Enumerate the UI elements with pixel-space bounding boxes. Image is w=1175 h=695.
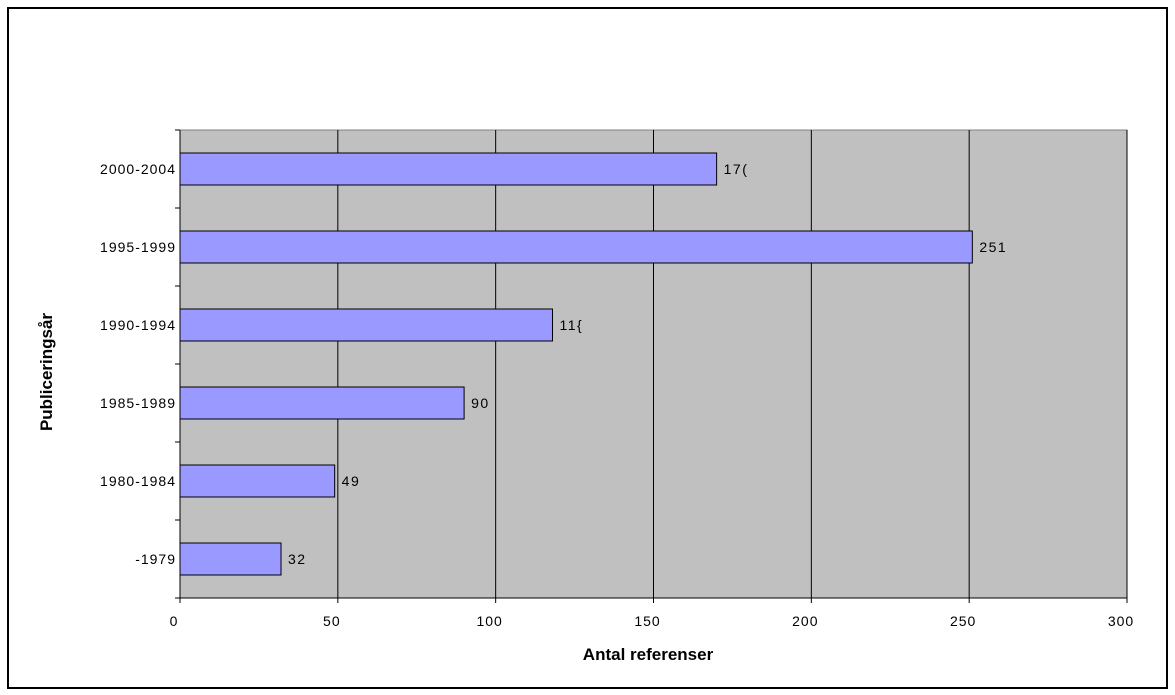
gridlines	[337, 130, 1128, 598]
bar	[179, 152, 718, 186]
bar	[179, 386, 465, 420]
x-axis	[179, 597, 1128, 603]
data-label: 32	[288, 551, 307, 567]
bar	[179, 542, 282, 576]
y-tick-label: 1980-1984	[100, 473, 176, 489]
y-tick-label: 1985-1989	[100, 395, 176, 411]
x-tick-label: 0	[170, 613, 179, 629]
y-tick-label: -1979	[135, 551, 176, 567]
data-label: 17(	[724, 161, 749, 177]
data-label: 11{	[559, 317, 583, 333]
data-label: 90	[471, 395, 490, 411]
x-tick-label: 200	[792, 613, 818, 629]
y-tick-label: 2000-2004	[100, 161, 176, 177]
x-tick-labels: 0 50 100 150 200 250 300	[170, 613, 1134, 629]
bar	[179, 308, 553, 342]
y-tick-labels: 2000-2004 1995-1999 1990-1994 1985-1989 1980…	[100, 161, 176, 567]
bars	[179, 152, 973, 576]
y-tick-label: 1995-1999	[100, 239, 176, 255]
x-tick-label: 100	[476, 613, 502, 629]
bar	[179, 230, 973, 264]
x-tick-label: 250	[950, 613, 976, 629]
bar	[179, 464, 336, 498]
y-axis-title: Publiceringsår	[37, 313, 56, 431]
x-axis-title: Antal referenser	[583, 645, 714, 664]
data-label: 251	[979, 239, 1007, 255]
y-tick-label: 1990-1994	[100, 317, 176, 333]
x-tick-label: 300	[1108, 613, 1134, 629]
x-tick-label: 150	[634, 613, 660, 629]
y-axis	[175, 129, 181, 599]
x-tick-label: 50	[323, 613, 341, 629]
data-labels: 17( 251 11{ 90 49 32	[288, 161, 1007, 567]
data-label: 49	[342, 473, 361, 489]
